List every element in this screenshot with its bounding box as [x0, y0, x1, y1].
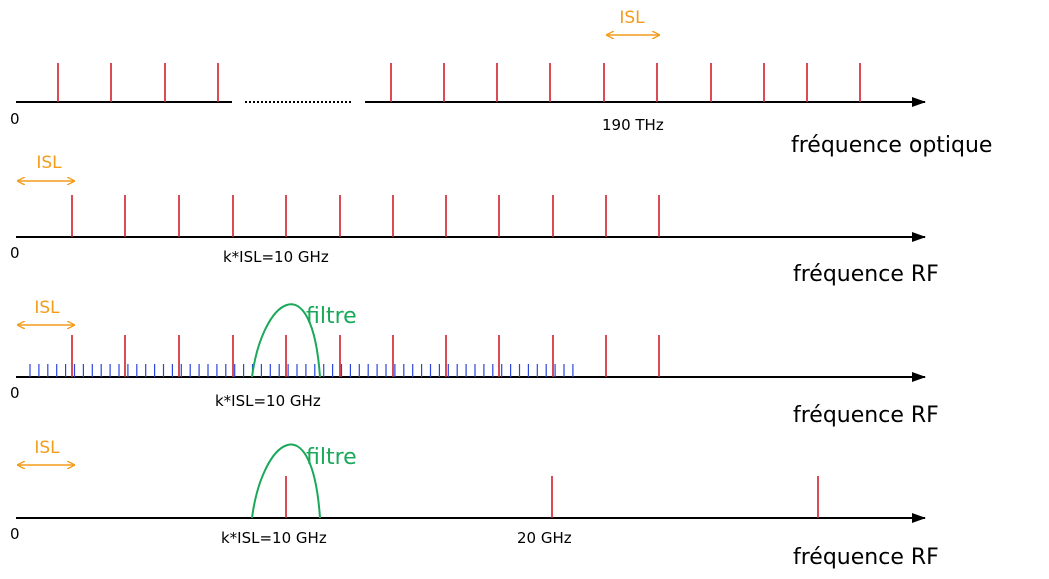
panel-rf-1: ISL 0 k*ISL=10 GHz fréquence RF	[10, 153, 939, 287]
rf-beat-lines	[71, 335, 660, 377]
panel-rf-3: filtre ISL 0 k*ISL=10 GHz 20 GHz fréquen…	[10, 438, 939, 570]
zero-label: 0	[10, 384, 20, 402]
tick-label-190thz: 190 THz	[602, 116, 664, 134]
isl-label: ISL	[36, 153, 62, 173]
filter-label: filtre	[306, 304, 357, 329]
isl-label: ISL	[619, 8, 645, 28]
filter-curve	[251, 303, 321, 378]
rf-beat-lines	[71, 195, 660, 237]
optical-comb-lines	[57, 63, 861, 102]
tick-label-10ghz: k*ISL=10 GHz	[221, 529, 327, 547]
axis-label-optical: fréquence optique	[791, 133, 992, 158]
rf-filtered-lines	[285, 476, 819, 518]
filter-label: filtre	[306, 445, 357, 470]
zero-label: 0	[10, 525, 20, 543]
filter-curve	[251, 443, 321, 519]
zero-label: 0	[10, 244, 20, 262]
tick-label-10ghz: k*ISL=10 GHz	[215, 392, 321, 410]
panel-rf-2: filtre ISL 0 k*ISL=10 GHz fréquence RF	[10, 298, 939, 428]
isl-label: ISL	[34, 438, 60, 458]
zero-label: 0	[10, 110, 20, 128]
axis-label-rf: fréquence RF	[793, 403, 939, 428]
panel-optical: ISL 0 190 THz fréquence optique	[10, 8, 992, 158]
tick-label-20ghz: 20 GHz	[517, 529, 572, 547]
axis-label-rf: fréquence RF	[793, 545, 939, 570]
tick-label-10ghz: k*ISL=10 GHz	[223, 248, 329, 266]
fine-comb-lines	[29, 364, 574, 377]
axis-label-rf: fréquence RF	[793, 262, 939, 287]
isl-label: ISL	[34, 298, 60, 318]
